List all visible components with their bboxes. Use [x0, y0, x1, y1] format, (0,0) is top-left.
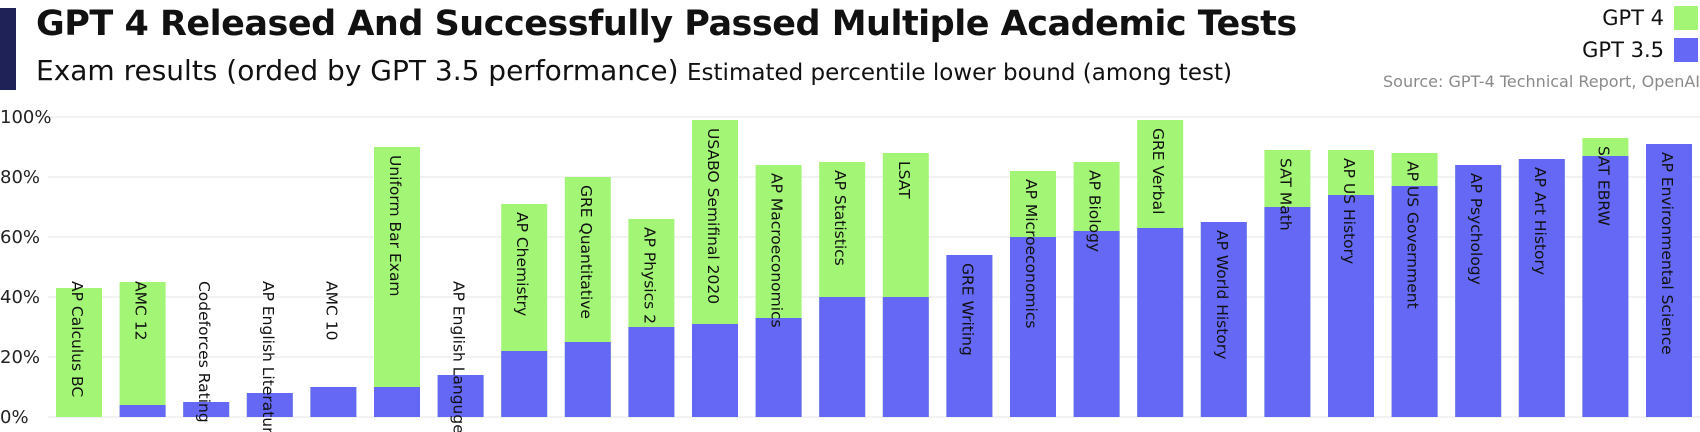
category-label: AP Chemistry: [513, 212, 531, 316]
category-label: AP Environmental Science: [1658, 152, 1676, 355]
chart-subtitle: Exam results (orded by GPT 3.5 performan…: [36, 54, 679, 87]
bar-gpt35: [1328, 195, 1374, 417]
bar-gpt35: [564, 342, 611, 417]
bar-gpt35: [1455, 165, 1502, 417]
category-label: AP World History: [1213, 230, 1231, 359]
bar-gpt35: [946, 255, 993, 417]
category-label: AP Macroeconomics: [768, 173, 786, 328]
y-tick-label: 100%: [0, 107, 51, 128]
legend-item-gpt4: GPT 4: [1582, 2, 1698, 34]
category-label: AP Calculus BC: [68, 281, 86, 397]
bar-gpt35: [246, 393, 293, 417]
y-tick-label: 40%: [0, 287, 40, 308]
bar-gpt35: [374, 387, 420, 417]
legend-label-gpt4: GPT 4: [1602, 6, 1664, 30]
category-label: GRE Verbal: [1149, 128, 1167, 214]
legend-item-gpt35: GPT 3.5: [1582, 34, 1698, 66]
category-label: AP English Literature: [259, 281, 277, 432]
bar-gpt35: [1200, 222, 1247, 417]
bar-gpt35: [1518, 159, 1565, 417]
accent-bar: [0, 8, 16, 90]
category-label: GRE Quantitative: [577, 185, 595, 319]
bar-gpt35: [819, 297, 866, 417]
bar-gpt35: [628, 327, 675, 417]
bar-gpt35: [501, 351, 548, 417]
category-label: AP US History: [1340, 158, 1358, 264]
bar-gpt4: [56, 288, 102, 417]
category-label: AP Microeconomics: [1022, 179, 1040, 328]
category-label: LSAT: [895, 161, 913, 199]
bar-gpt35: [1391, 186, 1438, 417]
bar-gpt35: [882, 297, 929, 417]
legend-label-gpt35: GPT 3.5: [1582, 38, 1664, 62]
bar-gpt35: [183, 402, 230, 417]
category-label: AP Biology: [1086, 170, 1104, 252]
legend-swatch-gpt4: [1674, 6, 1698, 30]
bar-gpt35: [1137, 228, 1184, 417]
category-label: AMC 10: [322, 281, 340, 340]
chart-title: GPT 4 Released And Successfully Passed M…: [36, 4, 1297, 44]
category-label: AP Physics 2: [640, 227, 658, 324]
subtitle-row: Exam results (orded by GPT 3.5 performan…: [36, 54, 1232, 87]
bar-gpt35: [1582, 156, 1629, 417]
bar-gpt4: [374, 147, 420, 417]
bar-gpt35: [1646, 144, 1692, 417]
category-label: AP US Government: [1404, 161, 1422, 309]
bar-gpt35: [310, 387, 357, 417]
legend-swatch-gpt35: [1674, 38, 1698, 62]
y-tick-label: 80%: [0, 167, 40, 188]
bar-gpt35: [1010, 237, 1056, 417]
category-label: Codeforces Rating: [195, 281, 213, 423]
category-label: SAT Math: [1276, 158, 1294, 231]
category-label: AP Statistics: [831, 170, 849, 266]
legend: GPT 4 GPT 3.5: [1582, 2, 1698, 66]
category-label: AMC 12: [132, 281, 150, 340]
y-tick-label: 20%: [0, 347, 40, 368]
bar-chart: 0% 20% 40% 60% 80% 100% AP Calculus BC AMC 12 Co…: [0, 107, 1700, 432]
category-label: SAT EBRW: [1594, 146, 1612, 226]
bar-gpt4: [119, 282, 166, 417]
category-label: Uniform Bar Exam: [386, 155, 404, 297]
bar-gpt35: [119, 405, 166, 417]
bar-gpt35: [1073, 231, 1120, 417]
y-tick-label: 0%: [0, 407, 29, 428]
category-label: AP English Languge: [450, 281, 468, 432]
source-note: Source: GPT-4 Technical Report, OpenAI: [1383, 72, 1700, 91]
chart-note: Estimated percentile lower bound (among …: [687, 60, 1232, 86]
bar-gpt35: [437, 375, 484, 417]
bar-gpt35: [692, 324, 738, 417]
category-label: GRE Writing: [958, 263, 976, 356]
category-label: AP Psychology: [1467, 173, 1485, 285]
bar-gpt35: [755, 318, 802, 417]
category-label: USABO Semifinal 2020: [704, 128, 722, 304]
y-tick-label: 60%: [0, 227, 40, 248]
category-label: AP Art History: [1531, 167, 1549, 275]
bar-gpt35: [1264, 207, 1311, 417]
